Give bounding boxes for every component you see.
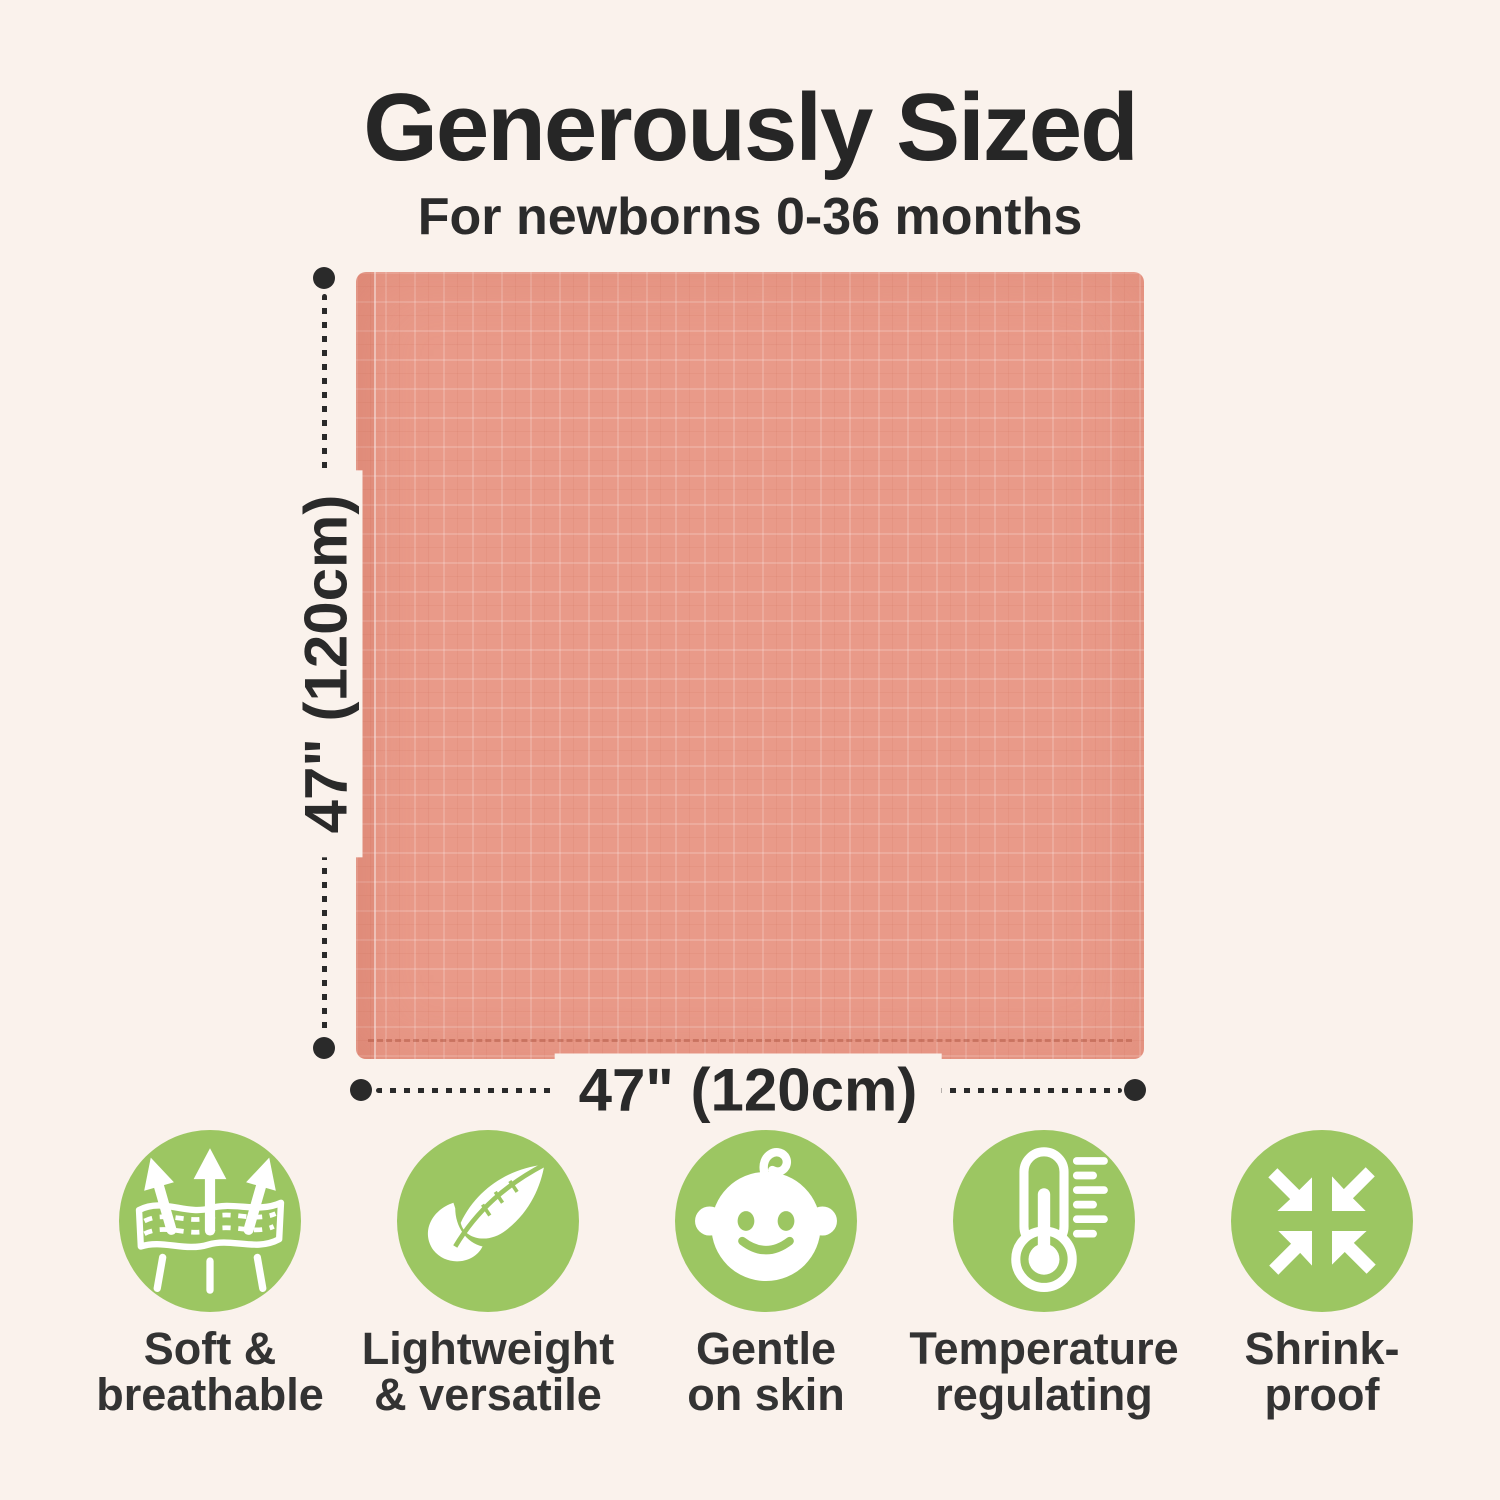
feature-temperature-regulating: Temperature regulating — [904, 1130, 1184, 1418]
feature-label-line2: regulating — [935, 1369, 1153, 1420]
blanket-stitching — [368, 1039, 1132, 1042]
dimension-endpoint-dot — [313, 267, 335, 289]
dimension-endpoint-dot — [350, 1079, 372, 1101]
dimension-endpoint-dot — [313, 1037, 335, 1059]
blanket-image — [356, 272, 1144, 1059]
feature-shrink-proof: Shrink- proof — [1182, 1130, 1462, 1418]
height-dimension-label: 47" (120cm) — [289, 470, 363, 858]
feather-icon — [397, 1130, 579, 1312]
feature-label: Shrink- proof — [1182, 1326, 1462, 1418]
thermometer-icon — [953, 1130, 1135, 1312]
feature-label: Soft & breathable — [70, 1326, 350, 1418]
header: Generously Sized For newborns 0-36 month… — [0, 74, 1500, 247]
breathable-fabric-icon — [119, 1130, 301, 1312]
page-title: Generously Sized — [363, 74, 1139, 181]
feature-label-line1: Gentle — [695, 1323, 837, 1374]
feature-label: Gentle on skin — [626, 1326, 906, 1418]
feature-label: Lightweight & versatile — [348, 1326, 628, 1418]
shrink-arrows-icon — [1231, 1130, 1413, 1312]
feature-label-line1: Lightweight — [361, 1323, 615, 1374]
feature-label-line2: breathable — [96, 1369, 324, 1420]
feature-label-line2: & versatile — [374, 1369, 602, 1420]
feature-soft-breathable: Soft & breathable — [70, 1130, 350, 1418]
feature-label: Temperature regulating — [904, 1326, 1184, 1418]
feature-label-line2: proof — [1264, 1369, 1380, 1420]
feature-label-line1: Shrink- — [1244, 1323, 1400, 1374]
blanket-hem — [356, 272, 376, 1059]
baby-face-icon — [675, 1130, 857, 1312]
feature-label-line2: on skin — [687, 1369, 845, 1420]
feature-lightweight-versatile: Lightweight & versatile — [348, 1130, 628, 1418]
feature-label-line1: Soft & — [143, 1323, 277, 1374]
dimension-endpoint-dot — [1124, 1079, 1146, 1101]
page-subtitle: For newborns 0-36 months — [417, 187, 1083, 246]
width-dimension-label: 47" (120cm) — [554, 1053, 942, 1127]
feature-label-line1: Temperature — [909, 1323, 1179, 1374]
feature-gentle-on-skin: Gentle on skin — [626, 1130, 906, 1418]
